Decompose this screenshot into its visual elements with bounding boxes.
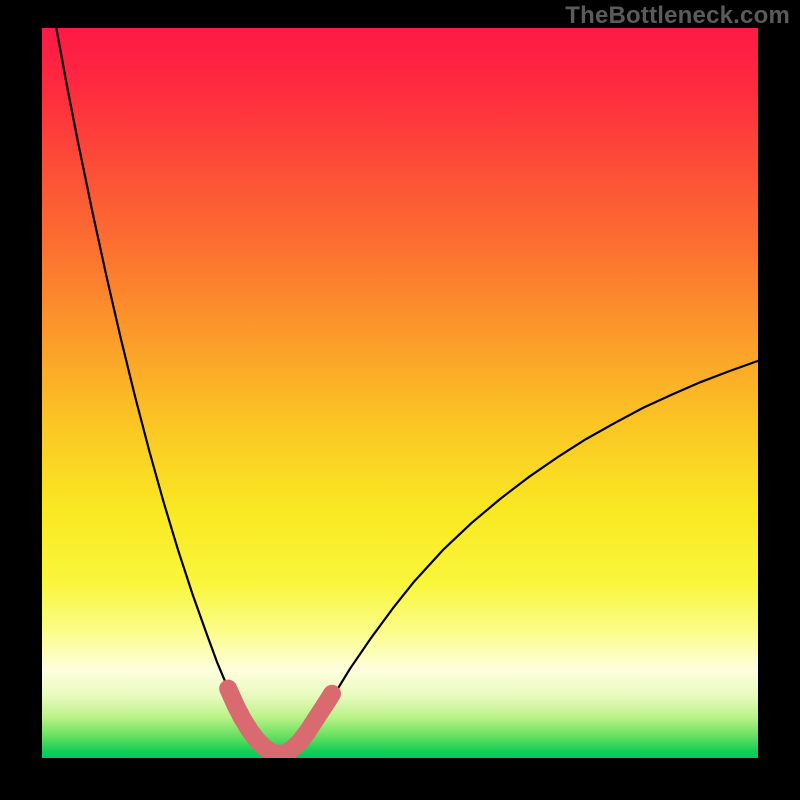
gradient-background [42,28,758,758]
chart-frame: TheBottleneck.com [0,0,800,800]
watermark-text: TheBottleneck.com [565,2,790,30]
plot-area [42,28,758,758]
plot-svg [42,28,758,758]
